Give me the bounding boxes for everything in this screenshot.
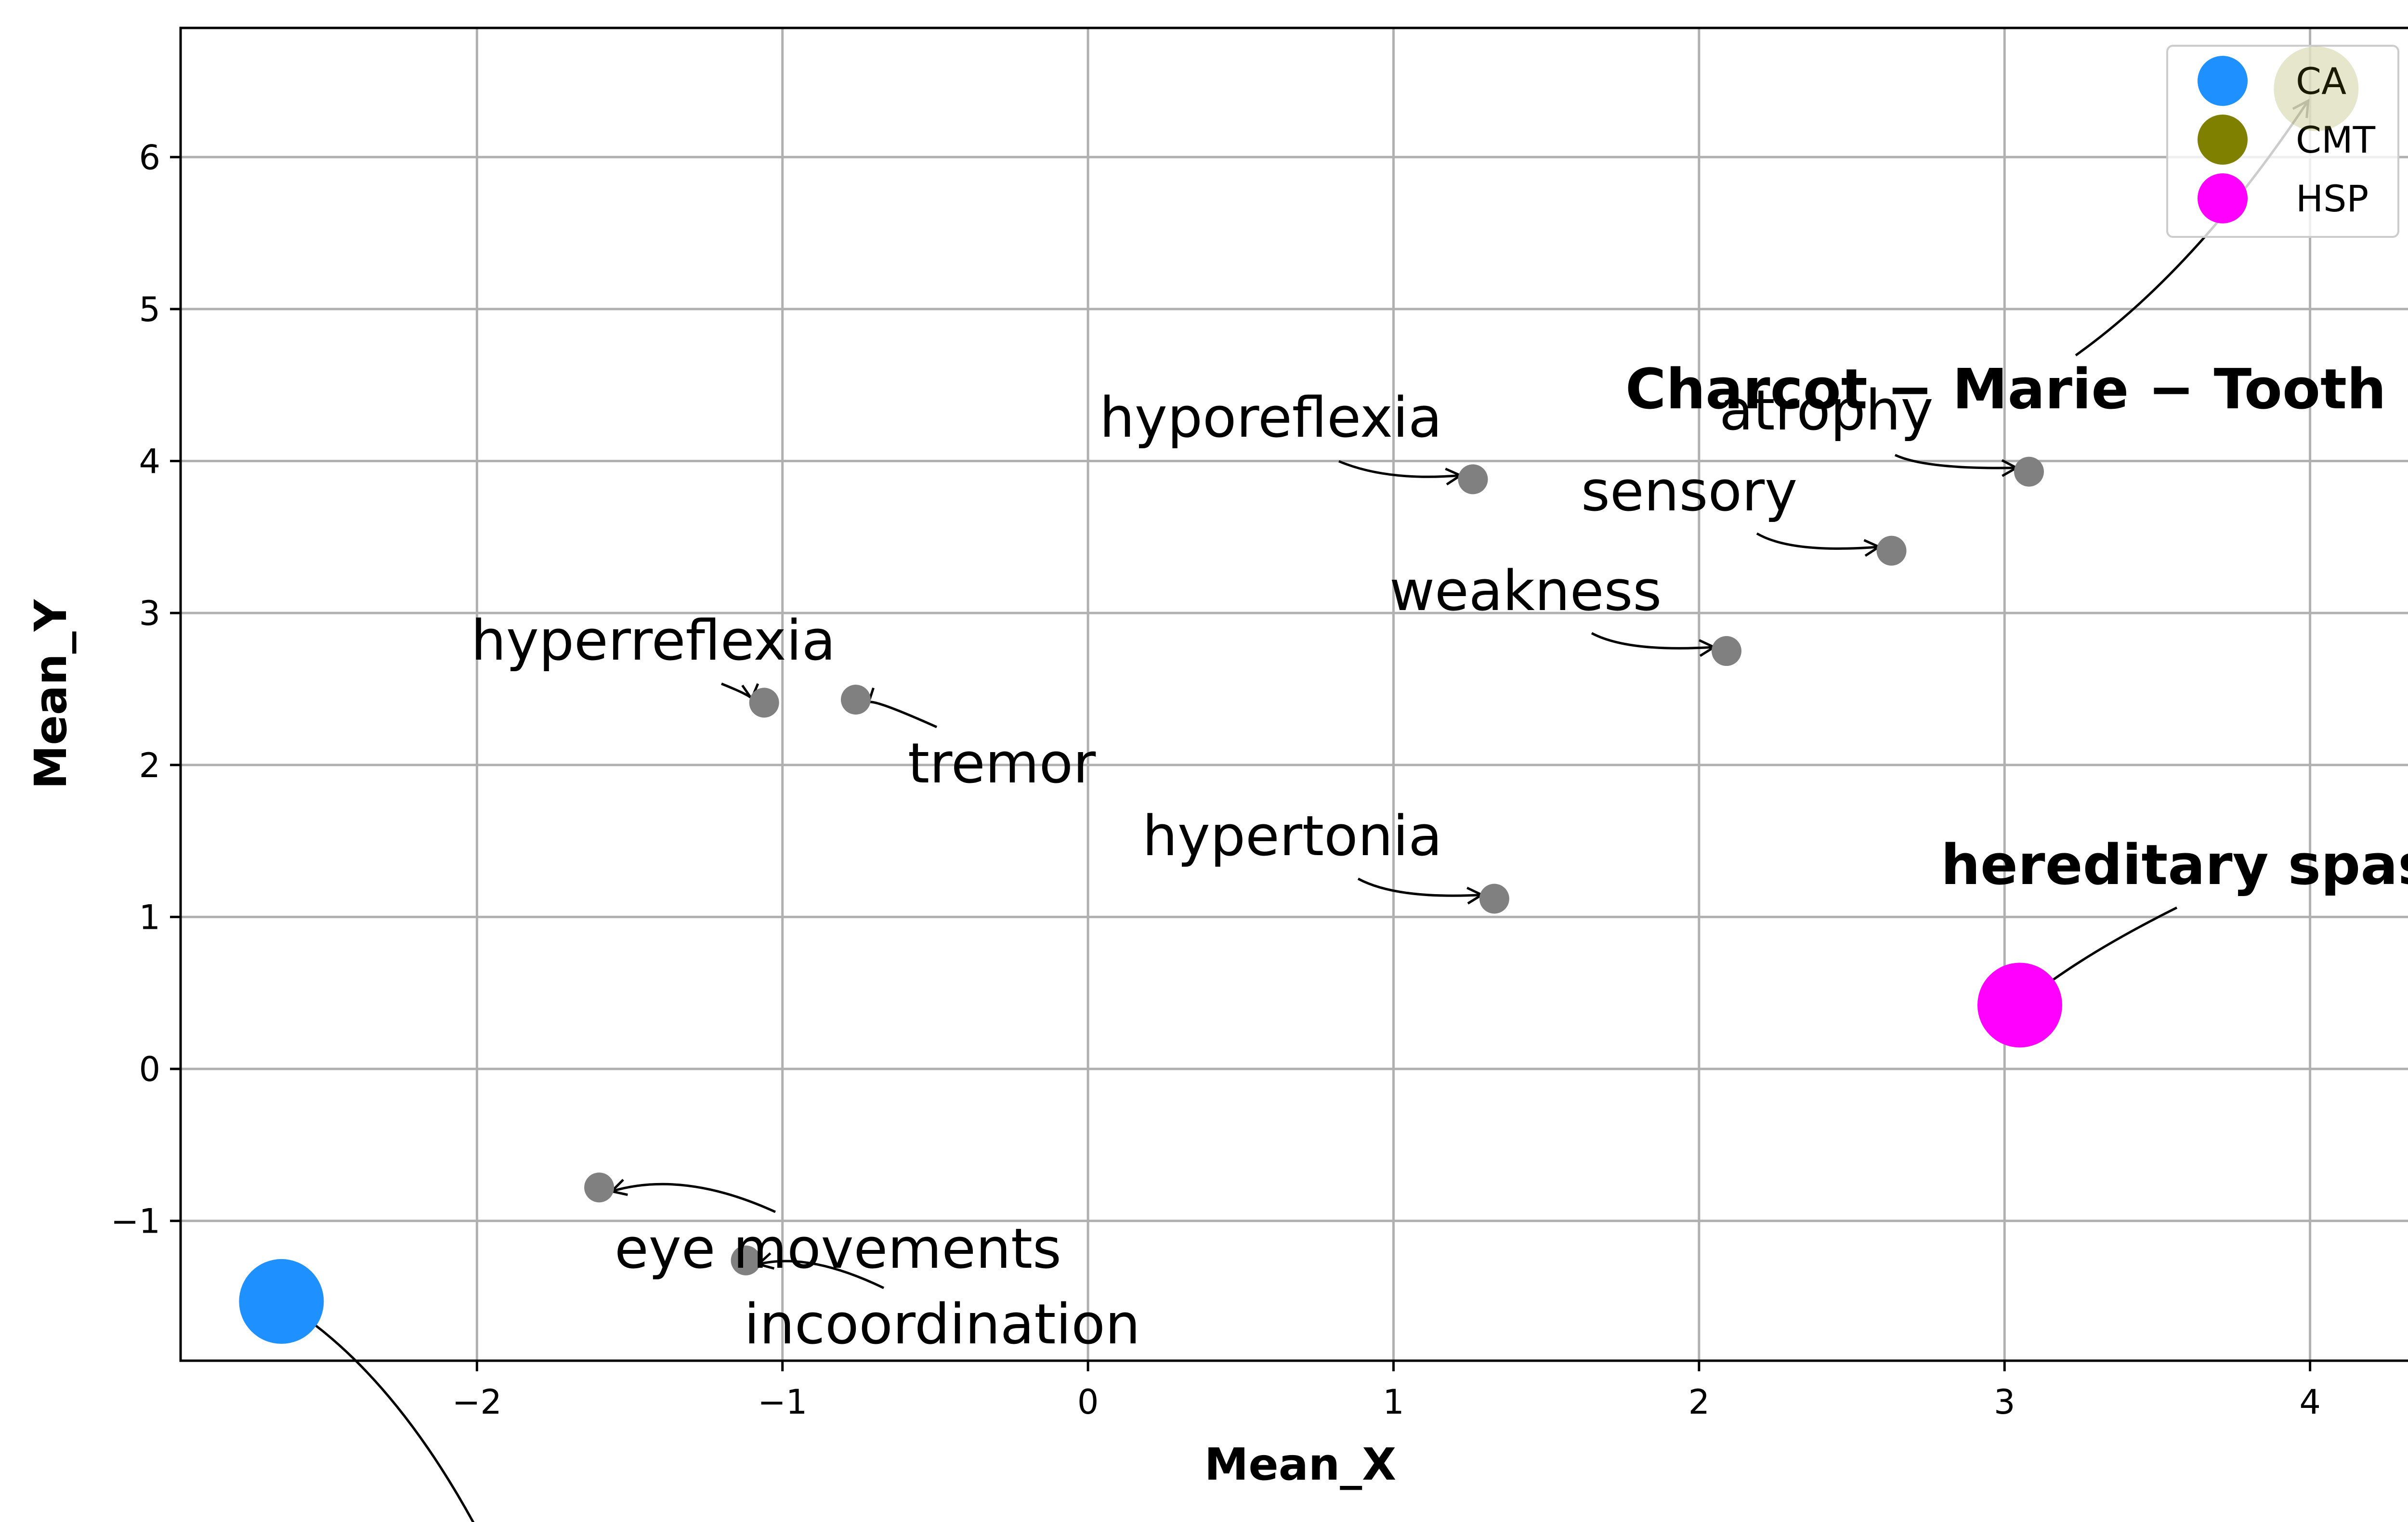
x-tick-label: −1 [758,1382,807,1422]
point-tremor [840,685,871,715]
x-tick-label: −2 [452,1382,502,1422]
annotation-labels: hyporeflexia atrophy sensory weakness hyperr… [471,357,2408,1357]
legend-label-cmt: CMT [2296,118,2376,161]
arrow-hyporeflexia [1338,460,1461,478]
label-disease-cmt: Charcot − Marie − Tooth [1625,357,2386,422]
y-tick-label: 0 [139,1050,160,1089]
arrow-sensory [1756,532,1879,550]
label-weakness: weakness [1389,559,1662,624]
point-hyperreflexia [749,688,779,718]
y-tick-label: 6 [139,138,160,177]
arrow-hypertonia [1357,877,1482,897]
y-tick-label: 2 [139,746,160,785]
y-tick-label: −1 [111,1202,160,1241]
point-hyporeflexia [1458,464,1488,494]
arrow-incoordination [758,1260,885,1289]
y-axis-title: Mean_Y [25,599,77,790]
label-hypertonia: hypertonia [1142,804,1442,869]
point-weakness [1711,636,1741,666]
point-hypertonia [1479,884,1509,914]
x-tick-label: 3 [1994,1382,2015,1422]
x-tick-label: 2 [1688,1382,1710,1422]
legend-marker-ca [2198,56,2248,106]
legend-label-hsp: HSP [2296,177,2369,220]
point-atrophy [2014,456,2044,487]
point-eye-movements [584,1172,615,1203]
point-sensory [1876,535,1907,566]
y-tick-label: 1 [139,898,160,937]
disease-point-ca [239,1259,324,1344]
label-disease-hsp: hereditary spast [1941,833,2408,898]
label-hyperreflexia: hyperreflexia [471,609,836,673]
disease-point-hsp [1977,963,2062,1048]
plot-frame [179,26,2408,1362]
arrow-tremor [867,701,938,728]
point-incoordination [731,1245,761,1275]
x-axis-title: Mean_X [1204,1439,1396,1490]
label-incoordination: incoordination [744,1292,1140,1357]
y-tick-label: 3 [139,594,160,633]
label-tremor: tremor [908,731,1096,796]
arrow-atrophy [1894,454,2017,469]
y-tick-label: 4 [139,442,160,481]
label-eye-movements: eye movements [615,1217,1061,1281]
legend-label-ca: CA [2296,60,2346,103]
x-tick-label: 0 [1077,1382,1099,1422]
legend: CA CMT HSP [2166,45,2399,238]
grid-lines [181,28,2408,1361]
axis-ticks: −2 −1 0 1 2 3 4 −1 0 1 2 3 4 5 6 [111,138,2321,1422]
arrow-weakness [1591,632,1714,650]
y-tick-label: 5 [139,290,160,329]
arrow-eye-movements [611,1183,776,1213]
legend-marker-cmt [2198,115,2248,165]
label-hyporeflexia: hyporeflexia [1099,386,1442,450]
label-sensory: sensory [1581,459,1797,524]
x-tick-label: 4 [2299,1382,2321,1422]
x-tick-label: 1 [1383,1382,1404,1422]
disease-point-cmt [2274,46,2359,131]
label-atrophy: atrophy [1719,378,1934,443]
data-points [239,456,2062,1344]
arrow-disease-ca [292,1308,475,1522]
legend-marker-hsp [2198,173,2248,223]
